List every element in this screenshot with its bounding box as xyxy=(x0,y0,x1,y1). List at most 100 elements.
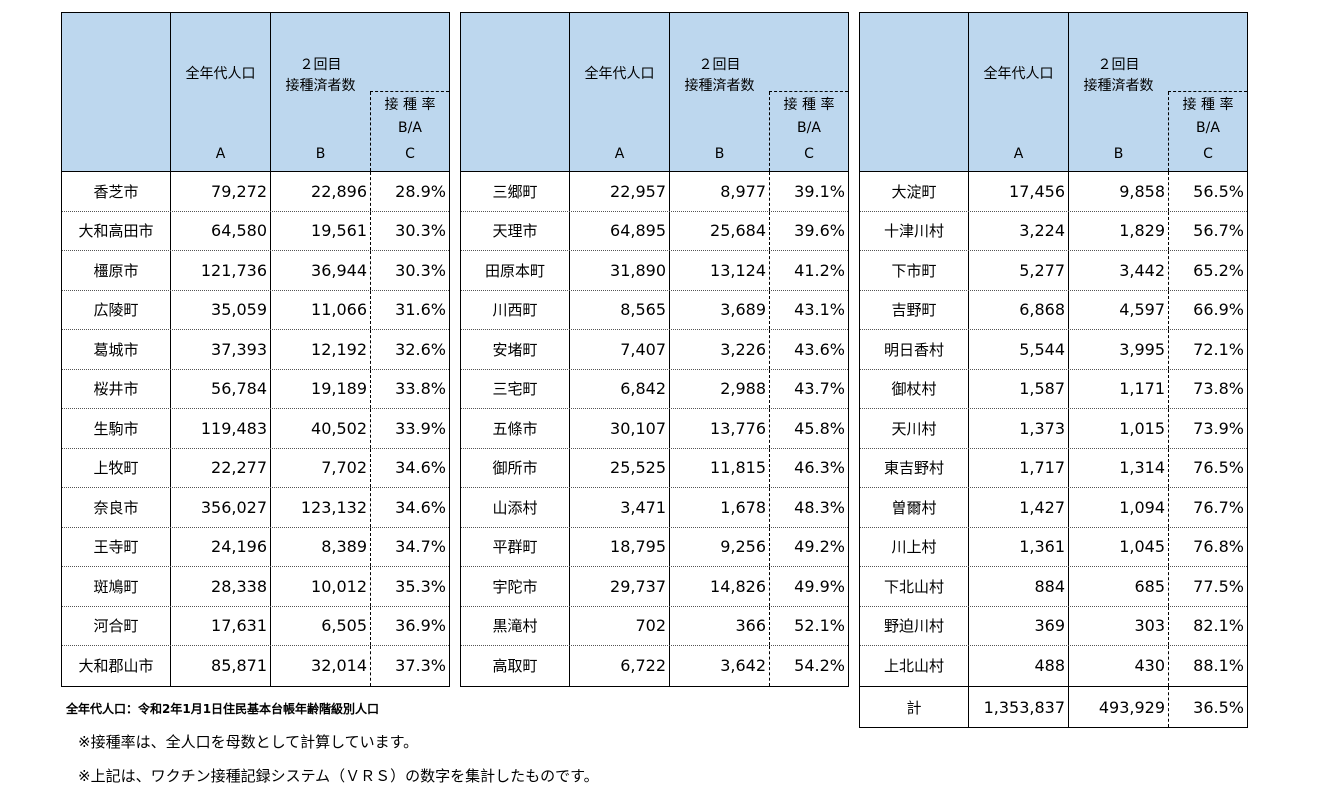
municipality-name: 山添村 xyxy=(492,498,538,517)
column-letter-b: B xyxy=(1113,146,1124,162)
rate-value: 33.9% xyxy=(370,409,449,448)
rate-value: 46.3% xyxy=(769,448,848,487)
vaccinated-value: 36,944 xyxy=(270,251,370,290)
table-row: 山添村 3,471 1,678 48.3% xyxy=(461,488,848,528)
population-value: 22,957 xyxy=(569,172,669,211)
table-row: 葛城市 37,393 12,192 32.6% xyxy=(62,330,449,370)
rate-value: 56.5% xyxy=(1168,172,1247,211)
vaccinated-value: 2,988 xyxy=(669,369,769,408)
rate-column-header: 接 種 率 B/A C xyxy=(370,92,449,171)
column-letter-c: C xyxy=(804,146,814,162)
table-row: 橿原市 121,736 36,944 30.3% xyxy=(62,251,449,291)
table-row: 東吉野村 1,717 1,314 76.5% xyxy=(860,448,1247,488)
table-row: 曽爾村 1,427 1,094 76.7% xyxy=(860,488,1247,528)
rate-value: 39.6% xyxy=(769,211,848,250)
vaccinated-value: 25,684 xyxy=(669,211,769,250)
municipality-name: 安堵町 xyxy=(492,340,538,359)
table-row: 大和高田市 64,580 19,561 30.3% xyxy=(62,211,449,251)
vaccinated-value: 9,256 xyxy=(669,527,769,566)
table-row: 香芝市 79,272 22,896 28.9% xyxy=(62,172,449,212)
population-value: 356,027 xyxy=(170,488,270,527)
vaccinated-value: 8,389 xyxy=(270,527,370,566)
population-value: 6,868 xyxy=(968,290,1068,329)
rate-header-line1: 接 種 率 xyxy=(783,97,835,113)
total-rate: 36.5% xyxy=(1168,687,1247,727)
rate-value: 88.1% xyxy=(1168,646,1247,686)
population-column-header: 全年代人口 A xyxy=(569,13,669,171)
rate-value: 34.6% xyxy=(370,448,449,487)
municipality-name: 桜井市 xyxy=(93,380,139,399)
vaccinated-value: 1,094 xyxy=(1068,488,1168,527)
table-row: 奈良市 356,027 123,132 34.6% xyxy=(62,488,449,528)
population-value: 37,393 xyxy=(170,330,270,369)
population-value: 22,277 xyxy=(170,448,270,487)
rate-value: 76.8% xyxy=(1168,527,1247,566)
rate-value: 43.6% xyxy=(769,330,848,369)
rate-header-line2: B/A xyxy=(797,120,821,136)
rate-header-line1: 接 種 率 xyxy=(1182,97,1234,113)
vaccinated-header-line2: 接種済者数 xyxy=(1083,78,1154,94)
vaccinated-column-header: ２回目 接種済者数 B xyxy=(270,13,370,171)
population-value: 8,565 xyxy=(569,290,669,329)
population-value: 7,407 xyxy=(569,330,669,369)
population-value: 6,722 xyxy=(569,646,669,686)
table-header: 全年代人口 A ２回目 接種済者数 B 接 種 率 B/A C xyxy=(860,13,1247,172)
population-value: 369 xyxy=(968,606,1068,645)
municipality-name: 下北山村 xyxy=(883,577,944,596)
rate-value: 28.9% xyxy=(370,172,449,211)
total-population: 1,353,837 xyxy=(968,687,1068,727)
vaccinated-value: 3,642 xyxy=(669,646,769,686)
municipality-table-1: 全年代人口 A ２回目 接種済者数 B 接 種 率 B/A C 香芝市 79,272 22,896 2… xyxy=(61,12,450,687)
municipality-name: 奈良市 xyxy=(93,498,139,517)
population-value: 1,361 xyxy=(968,527,1068,566)
table-row: 広陵町 35,059 11,066 31.6% xyxy=(62,290,449,330)
municipality-name: 香芝市 xyxy=(93,182,139,201)
table-row: 天川村 1,373 1,015 73.9% xyxy=(860,409,1247,449)
table-row: 大淀町 17,456 9,858 56.5% xyxy=(860,172,1247,212)
municipality-name: 天川村 xyxy=(891,419,937,438)
municipality-name: 葛城市 xyxy=(93,340,139,359)
rate-value: 37.3% xyxy=(370,646,449,686)
total-label: 計 xyxy=(906,698,922,717)
rate-value: 41.2% xyxy=(769,251,848,290)
table-row: 安堵町 7,407 3,226 43.6% xyxy=(461,330,848,370)
population-value: 3,224 xyxy=(968,211,1068,250)
rate-value: 48.3% xyxy=(769,488,848,527)
population-value: 31,890 xyxy=(569,251,669,290)
vaccinated-value: 366 xyxy=(669,606,769,645)
rate-value: 52.1% xyxy=(769,606,848,645)
vaccinated-value: 303 xyxy=(1068,606,1168,645)
column-letter-b: B xyxy=(315,146,326,162)
vaccinated-value: 32,014 xyxy=(270,646,370,686)
rate-value: 43.1% xyxy=(769,290,848,329)
table-row: 黒滝村 702 366 52.1% xyxy=(461,606,848,646)
rate-value: 76.5% xyxy=(1168,448,1247,487)
municipality-name: 広陵町 xyxy=(93,301,139,320)
rate-value: 49.9% xyxy=(769,567,848,606)
municipality-name: 大和郡山市 xyxy=(78,657,154,676)
municipality-name: 五條市 xyxy=(492,419,538,438)
municipality-name: 東吉野村 xyxy=(883,459,944,478)
municipality-name: 河合町 xyxy=(93,617,139,636)
rate-value: 32.6% xyxy=(370,330,449,369)
municipality-table-3: 全年代人口 A ２回目 接種済者数 B 接 種 率 B/A C 大淀町 17,456 9,858 56… xyxy=(859,12,1248,687)
municipality-name: 宇陀市 xyxy=(492,577,538,596)
population-value: 884 xyxy=(968,567,1068,606)
municipality-name: 斑鳩町 xyxy=(93,577,139,596)
population-value: 1,587 xyxy=(968,369,1068,408)
rate-value: 43.7% xyxy=(769,369,848,408)
municipality-name: 橿原市 xyxy=(93,261,139,280)
column-letter-b: B xyxy=(714,146,725,162)
table-row: 田原本町 31,890 13,124 41.2% xyxy=(461,251,848,291)
table-row: 河合町 17,631 6,505 36.9% xyxy=(62,606,449,646)
municipality-name: 川西町 xyxy=(492,301,538,320)
vaccinated-header-line1: ２回目 xyxy=(1097,57,1140,73)
rate-value: 30.3% xyxy=(370,211,449,250)
vaccinated-value: 9,858 xyxy=(1068,172,1168,211)
population-value: 64,580 xyxy=(170,211,270,250)
vaccinated-value: 1,678 xyxy=(669,488,769,527)
table-row: 生駒市 119,483 40,502 33.9% xyxy=(62,409,449,449)
table-row: 斑鳩町 28,338 10,012 35.3% xyxy=(62,567,449,607)
rate-value: 34.7% xyxy=(370,527,449,566)
table-row: 下市町 5,277 3,442 65.2% xyxy=(860,251,1247,291)
